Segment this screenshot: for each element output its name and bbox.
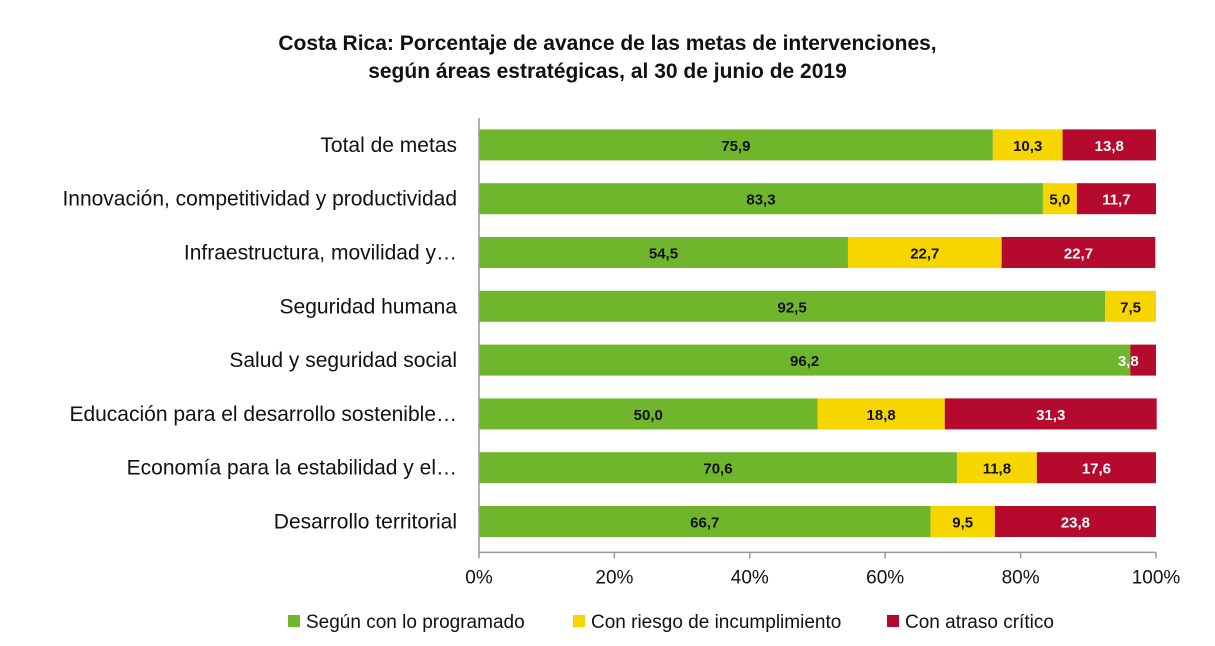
category-label: Desarrollo territorial: [274, 511, 457, 534]
bar-segment: [1076, 183, 1156, 215]
data-label: 50,0: [634, 407, 663, 424]
bar-segment: [479, 129, 993, 161]
category-label: Economía para la estabilidad y el…: [127, 457, 457, 480]
bar-segment: [817, 398, 945, 430]
bar-segment: [1130, 344, 1156, 376]
data-label: 92,5: [778, 299, 807, 316]
bar-segment: [994, 506, 1156, 537]
category-label: Educación para el desarrollo sostenible…: [69, 403, 457, 426]
x-tick-label: 80%: [1002, 567, 1040, 588]
category-label: Innovación, competitividad y productivid…: [62, 188, 457, 211]
bar-segment: [992, 129, 1063, 161]
data-label: 5,0: [1049, 192, 1070, 209]
legend-swatch: [887, 615, 899, 627]
data-label: 31,3: [1036, 407, 1065, 424]
legend-swatch: [288, 615, 300, 627]
data-label: 22,7: [1064, 246, 1093, 263]
x-tick-label: 0%: [465, 567, 493, 588]
bar-segment: [479, 183, 1043, 215]
bar-segment: [944, 398, 1157, 430]
legend-label: Con riesgo de incumplimiento: [591, 612, 841, 633]
data-label: 54,5: [649, 246, 678, 263]
data-label: 23,8: [1061, 515, 1090, 532]
data-label: 18,8: [867, 407, 896, 424]
data-label: 13,8: [1095, 138, 1124, 155]
category-label: Total de metas: [320, 134, 457, 157]
category-label: Infraestructura, movilidad y…: [184, 242, 457, 265]
chart-title: Costa Rica: Porcentaje de avance de las …: [0, 30, 1215, 86]
bar-segment: [479, 237, 848, 268]
data-label: 17,6: [1082, 461, 1111, 478]
data-label: 11,8: [983, 461, 1011, 478]
bar-segment: [479, 290, 1106, 322]
bar-segment: [956, 452, 1037, 484]
legend-swatch: [573, 615, 585, 627]
title-line-2: según áreas estratégicas, al 30 de junio…: [368, 60, 847, 83]
bar-segment: [479, 452, 957, 484]
bar-segment: [479, 506, 931, 537]
data-label: 10,3: [1013, 138, 1042, 155]
bar-segment: [479, 398, 818, 430]
bar-segment: [479, 344, 1131, 376]
data-label: 75,9: [721, 138, 750, 155]
legend-label: Según con lo programado: [306, 612, 525, 633]
data-label: 66,7: [690, 515, 719, 532]
data-label: 7,5: [1120, 299, 1141, 316]
legend-label: Con atraso crítico: [905, 612, 1054, 633]
data-label: 9,5: [952, 515, 973, 532]
x-tick-label: 20%: [595, 567, 633, 588]
bar-segment: [1105, 290, 1156, 322]
data-label: 11,7: [1102, 192, 1130, 209]
title-line-1: Costa Rica: Porcentaje de avance de las …: [278, 32, 937, 55]
bar-segment: [847, 237, 1002, 268]
data-label: 22,7: [910, 246, 939, 263]
x-tick-label: 60%: [866, 567, 904, 588]
data-label: 70,6: [703, 461, 732, 478]
data-label: 96,2: [790, 353, 819, 370]
bar-segment: [1036, 452, 1156, 484]
bar-segment: [930, 506, 995, 537]
category-label: Seguridad humana: [280, 295, 458, 318]
data-label: 83,3: [746, 192, 775, 209]
x-tick-label: 40%: [731, 567, 769, 588]
x-tick-label: 100%: [1132, 567, 1181, 588]
bar-segment: [1001, 237, 1156, 268]
data-label: 3,8: [1118, 353, 1139, 370]
bar-segment: [1042, 183, 1077, 215]
category-label: Salud y seguridad social: [229, 349, 457, 372]
bar-segment: [1062, 129, 1156, 161]
